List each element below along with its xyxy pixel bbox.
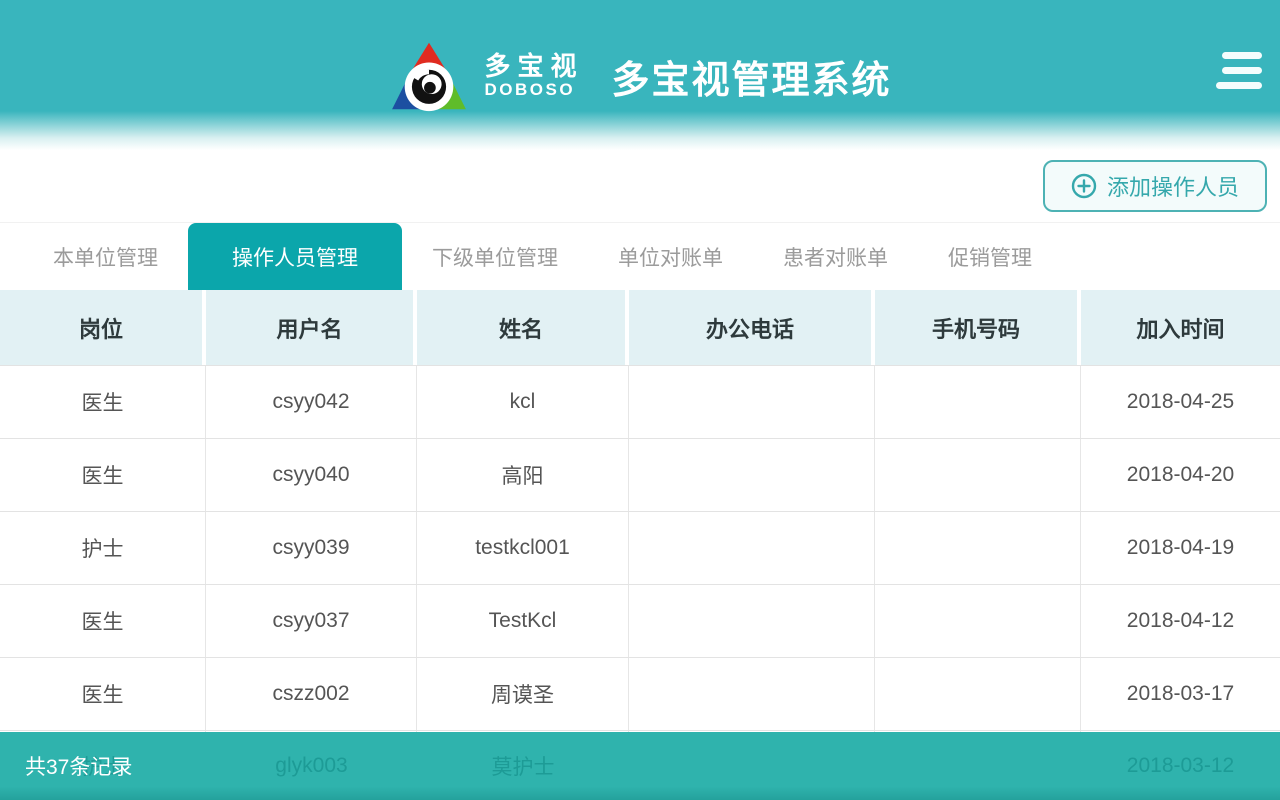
table-cell: kcl	[417, 366, 629, 438]
table-cell: 医生	[0, 658, 206, 730]
table-header-row: 岗位 用户名 姓名 办公电话 手机号码 加入时间	[0, 290, 1280, 365]
brand-name-cn: 多宝视	[484, 51, 584, 82]
ghost-cell: 莫护士	[491, 756, 555, 779]
table-cell: 周谟圣	[417, 658, 629, 730]
menu-button[interactable]	[1216, 52, 1262, 89]
table-cell	[875, 585, 1081, 657]
table-row[interactable]: 医生 csyy037 TestKcl 2018-04-12	[0, 584, 1280, 657]
record-count: 共37条记录	[25, 756, 133, 779]
tab-6[interactable]: 促销管理	[948, 246, 1032, 270]
footer-bar: 护士 glyk003 莫护士 2018-03-12 共37条记录	[0, 732, 1280, 800]
add-operator-label: 添加操作人员	[1106, 175, 1239, 200]
tab-5[interactable]: 患者对账单	[783, 246, 888, 270]
table-row[interactable]: 护士 csyy039 testkcl001 2018-04-19	[0, 511, 1280, 584]
table-cell	[629, 585, 875, 657]
table-row[interactable]: 医生 cszz002 周谟圣 2018-03-17	[0, 657, 1280, 730]
tab-bar: 本单位管理 操作人员管理 下级单位管理 单位对账单 患者对账单 促销管理	[0, 222, 1280, 290]
add-operator-button[interactable]: 添加操作人员	[1043, 160, 1267, 212]
table-cell: csyy037	[206, 585, 417, 657]
table-cell: csyy042	[206, 366, 417, 438]
table-cell	[629, 439, 875, 511]
table-cell: cszz002	[206, 658, 417, 730]
table-cell: 护士	[0, 512, 206, 584]
menu-icon	[1216, 82, 1262, 89]
plus-circle-icon	[1071, 173, 1097, 199]
ghost-cell	[629, 732, 875, 800]
tab-4[interactable]: 单位对账单	[618, 246, 723, 270]
ghost-cell: 护士	[82, 756, 124, 779]
table-row[interactable]: 医生 csyy040 高阳 2018-04-20	[0, 438, 1280, 511]
doboso-logo-icon	[392, 42, 467, 112]
column-header: 加入时间	[1081, 290, 1280, 365]
brand: 多宝视 DOBOSO 多宝视管理系统	[388, 40, 891, 112]
column-header: 办公电话	[629, 290, 875, 365]
table-cell: 2018-04-12	[1126, 609, 1235, 632]
app-header: 多宝视 DOBOSO 多宝视管理系统	[0, 0, 1280, 150]
table-cell	[629, 512, 875, 584]
table-body: 医生 csyy042 kcl 2018-04-25 医生 csyy040 高阳 2018-04…	[0, 365, 1280, 800]
table-cell: 医生	[0, 439, 206, 511]
table-cell	[875, 439, 1081, 511]
table-cell: 医生	[0, 585, 206, 657]
table-row[interactable]: 医生 csyy042 kcl 2018-04-25	[0, 365, 1280, 438]
table-cell	[875, 658, 1081, 730]
table-cell	[629, 366, 875, 438]
table-cell: 2018-04-19	[1126, 536, 1235, 559]
brand-name-en: DOBOSO	[484, 79, 576, 99]
tab-1[interactable]: 本单位管理	[53, 246, 158, 270]
toolbar: 添加操作人员	[0, 150, 1280, 222]
page-title: 多宝视管理系统	[611, 59, 892, 102]
column-header: 用户名	[206, 290, 417, 365]
menu-icon	[1222, 67, 1262, 74]
column-header: 手机号码	[875, 290, 1081, 365]
table-cell: 医生	[0, 366, 206, 438]
table-cell: 2018-04-25	[1126, 390, 1235, 413]
table-cell: 高阳	[417, 439, 629, 511]
operators-table: 岗位 用户名 姓名 办公电话 手机号码 加入时间 医生 csyy042 kcl 2018-04-…	[0, 290, 1280, 800]
ghost-cell	[875, 732, 1081, 800]
partially-hidden-row: 护士 glyk003 莫护士 2018-03-12	[0, 732, 1280, 800]
table-cell	[875, 512, 1081, 584]
brand-text: 多宝视 DOBOSO	[484, 53, 583, 98]
column-header: 岗位	[0, 290, 206, 365]
menu-icon	[1222, 52, 1262, 59]
table-cell: testkcl001	[417, 512, 629, 584]
ghost-cell: glyk003	[275, 754, 348, 777]
table-cell	[629, 658, 875, 730]
table-cell: csyy040	[206, 439, 417, 511]
table-cell: 2018-03-17	[1126, 682, 1235, 705]
table-cell	[875, 366, 1081, 438]
ghost-cell: 2018-03-12	[1126, 754, 1235, 777]
table-cell: csyy039	[206, 512, 417, 584]
table-cell: 2018-04-20	[1126, 463, 1235, 486]
column-header: 姓名	[417, 290, 629, 365]
tab-2[interactable]: 操作人员管理	[188, 223, 402, 290]
table-cell: TestKcl	[417, 585, 629, 657]
tab-3[interactable]: 下级单位管理	[432, 246, 558, 270]
